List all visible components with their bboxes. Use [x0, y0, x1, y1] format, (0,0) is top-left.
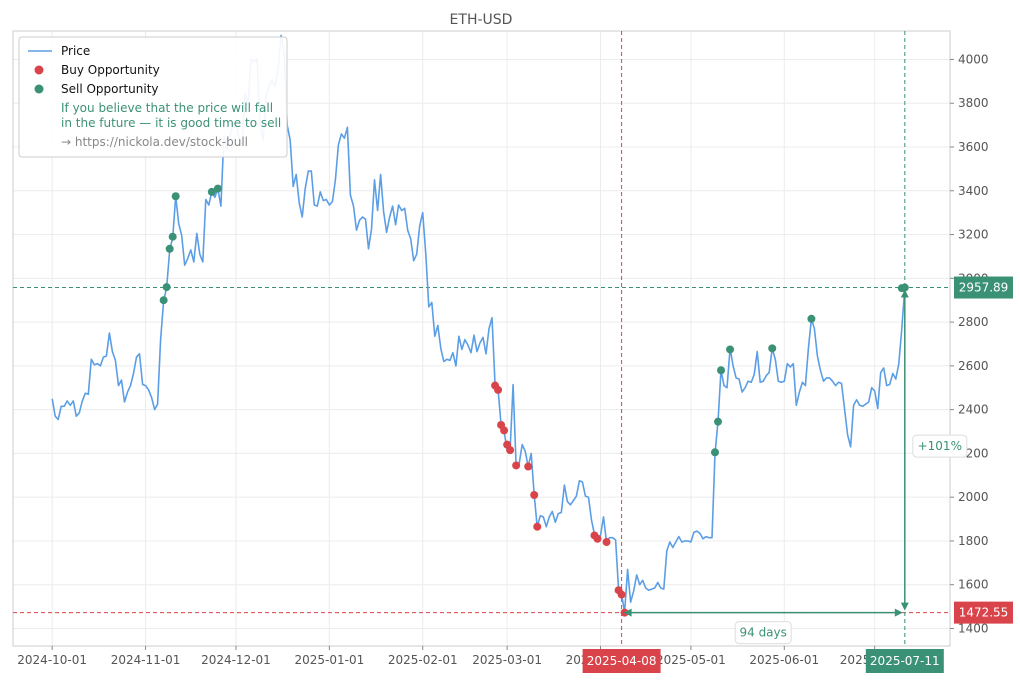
sell-point [165, 244, 174, 253]
price-series-line [51, 34, 906, 613]
days-label: 94 days [739, 626, 786, 640]
legend-note-line: If you believe that the price will fall [61, 101, 273, 115]
sell-points [159, 184, 909, 457]
buy-point [512, 461, 521, 470]
legend-sell-label: Sell Opportunity [61, 82, 159, 96]
legend-link: → https://nickola.dev/stock-bull [61, 135, 248, 149]
legend-buy-label: Buy Opportunity [61, 63, 160, 77]
buy-points [491, 381, 629, 617]
y-tick-label: 2800 [958, 315, 989, 329]
sell-point [207, 187, 216, 196]
sell-point [726, 345, 735, 354]
y-tick-label: 4000 [958, 52, 989, 66]
high-price-badge-label: 2957.89 [959, 281, 1009, 295]
sell-point [159, 296, 168, 305]
pct-label: +101% [918, 439, 962, 453]
sell-point [162, 283, 171, 292]
x-tick-label: 2024-11-01 [111, 653, 181, 667]
y-tick-label: 3400 [958, 184, 989, 198]
y-tick-label: 1600 [958, 578, 989, 592]
sell-point [768, 344, 777, 353]
low-date-badge [582, 649, 661, 673]
legend-note: If you believe that the price will fall i… [61, 101, 281, 130]
high-date-badge-label: 2025-07-11 [870, 654, 940, 668]
legend-sell-swatch [34, 84, 44, 94]
low-date-badge-label: 2025-04-08 [587, 654, 657, 668]
x-tick-label: 2024-10-01 [17, 653, 87, 667]
sell-point [717, 366, 726, 375]
days-label-box [734, 621, 792, 645]
duration-arrow-head-right [894, 608, 903, 617]
sell-point [710, 448, 719, 457]
x-tick-label: 2025-01-01 [294, 653, 364, 667]
x-tick-label: 2025-02-01 [388, 653, 458, 667]
sell-point [171, 192, 180, 201]
legend-box [18, 36, 288, 158]
change-arrow-head-up [900, 289, 909, 298]
high-date-badge [865, 649, 944, 673]
buy-point [593, 534, 602, 543]
buy-point [494, 385, 503, 394]
sell-point [900, 283, 909, 292]
buy-point [530, 490, 539, 499]
y-tick-label: 1800 [958, 534, 989, 548]
y-tick-label: 2600 [958, 359, 989, 373]
legend: Price Buy Opportunity Sell Opportunity I… [18, 36, 288, 158]
sell-point [714, 417, 723, 426]
low-price-badge-label: 1472.55 [959, 606, 1009, 620]
buy-point [524, 462, 533, 471]
y-tick-label: 3600 [958, 140, 989, 154]
y-axis: 1400160018002000220024002600280030003200… [950, 52, 989, 635]
duration-arrow-head-left [623, 608, 632, 617]
legend-buy-swatch [34, 65, 44, 75]
buy-point [602, 538, 611, 547]
chart-title: ETH-USD [450, 12, 513, 28]
y-tick-label: 1400 [958, 621, 989, 635]
sell-point [168, 232, 177, 241]
buy-point [500, 426, 509, 435]
y-tick-label: 3800 [958, 96, 989, 110]
legend-price-label: Price [61, 44, 90, 58]
y-tick-label: 2400 [958, 403, 989, 417]
grid [13, 31, 950, 646]
x-tick-label: 2024-12-01 [201, 653, 271, 667]
x-tick-label: 2025-05-01 [656, 653, 726, 667]
x-tick-label: 2025-06-01 [749, 653, 819, 667]
y-tick-label: 3200 [958, 228, 989, 242]
pct-label-box [912, 434, 968, 458]
legend-note-line: in the future — it is good time to sell [61, 116, 281, 130]
y-tick-label: 2000 [958, 490, 989, 504]
plot-frame [12, 30, 951, 647]
buy-point [617, 590, 626, 599]
sell-point [807, 314, 816, 323]
change-arrow-head-down [900, 602, 909, 611]
high-price-badge [954, 276, 1013, 299]
low-price-badge [954, 601, 1013, 624]
x-tick-label: 2025-03-01 [472, 653, 542, 667]
sell-point [213, 184, 222, 193]
buy-point [533, 522, 542, 531]
buy-point [506, 446, 515, 455]
